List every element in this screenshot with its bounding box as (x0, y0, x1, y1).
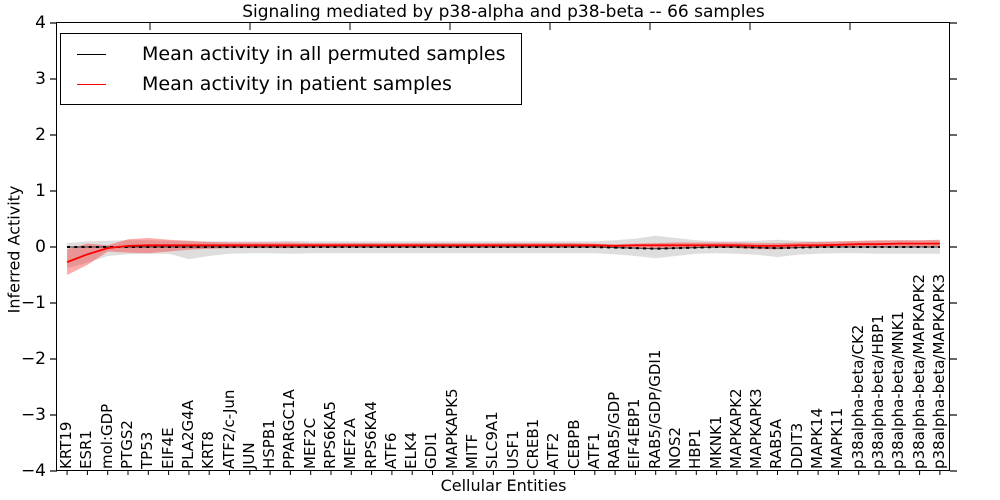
x-tick-label: MAPKAPK2 (726, 388, 745, 469)
x-tick-label: KRT19 (57, 421, 76, 469)
x-tick-label: p38alpha-beta/MAPKAPK3 (929, 274, 948, 469)
x-tick-label: USF1 (503, 430, 522, 469)
x-tick-label: MAPKAPK3 (747, 388, 766, 469)
x-tick-label: EIF4EBP1 (625, 398, 644, 469)
patient-mean-line (66, 242, 940, 263)
y-tick-label: 2 (35, 125, 46, 145)
x-tick-label: RAB5/GDP/GDI1 (645, 349, 664, 469)
x-tick-label: MITF (463, 433, 482, 469)
permuted-mean-markers (67, 245, 940, 250)
x-tick-label: JUN (239, 442, 258, 469)
x-tick-label: p38alpha-beta/MAPKAPK2 (909, 274, 928, 469)
x-tick-label: TP53 (138, 431, 157, 469)
x-tick-label: ELK4 (402, 431, 421, 469)
plot-canvas (50, 22, 957, 475)
x-tick-label: CREB1 (523, 418, 542, 469)
x-tick-label: mol:GDP (97, 403, 116, 469)
permuted-std-band (67, 235, 940, 269)
x-tick-label: ATF2 (544, 432, 563, 469)
x-tick-label: MAPKAPK5 (442, 388, 461, 469)
y-tick-label: 0 (35, 237, 46, 257)
x-tick-label: ATF6 (381, 432, 400, 469)
x-tick-label: PLA2G4A (178, 400, 197, 469)
legend-label: Mean activity in all permuted samples (142, 43, 506, 65)
x-tick-label: ATF1 (584, 432, 603, 469)
legend-item-permuted: Mean activity in all permuted samples (77, 39, 521, 69)
legend: Mean activity in all permuted samples Me… (60, 33, 522, 105)
x-tick-label: NOS2 (666, 426, 684, 469)
y-tick-label: 1 (35, 181, 46, 201)
x-tick-label: MAPK11 (828, 407, 847, 469)
x-tick-label: MKNK1 (706, 415, 725, 469)
x-tick-label: DDIT3 (787, 422, 806, 469)
y-tick-label: −2 (20, 349, 46, 369)
legend-label: Mean activity in patient samples (142, 73, 452, 95)
x-tick-label: EIF4E (158, 427, 177, 469)
x-tick-label: RAB5A (767, 418, 786, 469)
x-tick-label: CEBPB (564, 419, 583, 469)
y-axis-title: Inferred Activity (4, 185, 24, 314)
x-tick-label: HBP1 (686, 428, 705, 469)
x-tick-label: GDI1 (422, 431, 441, 469)
x-tick-label: RAB5/GDP (605, 391, 624, 469)
permuted-line-swatch-icon (77, 53, 106, 55)
x-tick-label: ATF2/c-Jun (219, 389, 238, 469)
legend-item-patient: Mean activity in patient samples (77, 69, 521, 99)
x-tick-label: p38alpha-beta/CK2 (848, 324, 867, 469)
y-tick-label: 4 (35, 13, 46, 33)
chart-title: Signaling mediated by p38-alpha and p38-… (242, 2, 765, 22)
x-tick-label: MEF2C (300, 417, 319, 469)
x-tick-label: PTGS2 (118, 420, 137, 469)
y-tick-label: −1 (20, 293, 46, 313)
x-tick-label: MAPK14 (808, 407, 827, 469)
x-tick-label: p38alpha-beta/MNK1 (889, 310, 908, 469)
y-tick-label: −4 (20, 461, 46, 481)
x-tick-label: PPARGC1A (280, 389, 299, 469)
x-tick-label: p38alpha-beta/HBP1 (868, 314, 887, 469)
x-tick-label: KRT8 (199, 431, 218, 469)
x-tick-label: RPS6KA4 (361, 401, 380, 469)
x-tick-label: MEF2A (341, 418, 360, 469)
x-axis-title: Cellular Entities (440, 476, 567, 495)
patient-line-swatch-icon (77, 83, 106, 85)
y-tick-label: −3 (20, 405, 46, 425)
x-tick-label: SLC9A1 (483, 411, 502, 469)
x-tick-label: RPS6KA5 (320, 401, 339, 469)
x-tick-label: ESR1 (77, 430, 96, 469)
x-tick-label: HSPB1 (260, 419, 279, 469)
y-tick-label: 3 (35, 69, 46, 89)
